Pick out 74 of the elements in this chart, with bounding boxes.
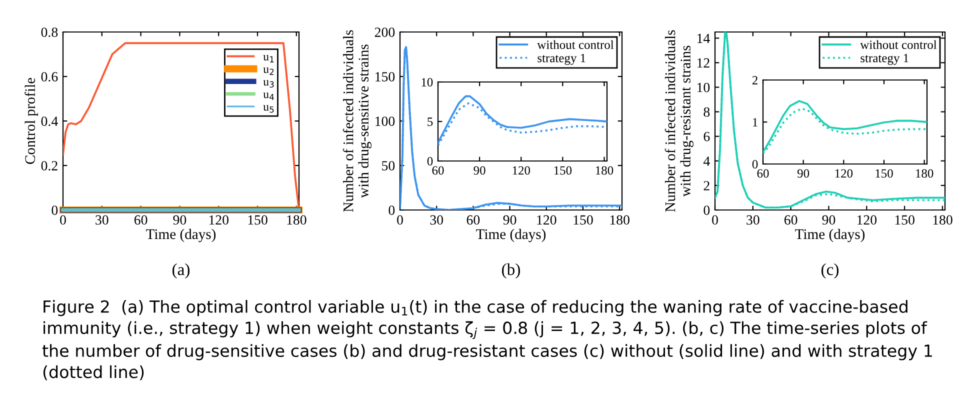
x-tick-label: 150 bbox=[574, 215, 593, 225]
legend-label: without control bbox=[537, 40, 614, 49]
x-tick-label: 120 bbox=[835, 169, 853, 178]
y-tick-label: 10 bbox=[697, 82, 710, 92]
y-tick-label: 0 bbox=[752, 160, 758, 168]
x-tick-label: 180 bbox=[287, 215, 306, 225]
x-tick-label: 60 bbox=[134, 215, 148, 225]
x-tick-label: 60 bbox=[757, 169, 769, 178]
legend-label: u$_{4}$ bbox=[263, 92, 274, 100]
y-tick-label: 8 bbox=[704, 107, 710, 117]
x-tick-label: 90 bbox=[173, 215, 186, 225]
y-axis-title: Control profile bbox=[24, 78, 38, 164]
text: (a) bbox=[172, 263, 190, 279]
x-tick-label: 30 bbox=[430, 215, 444, 225]
y-tick-label: 14 bbox=[697, 34, 710, 43]
x-tick-label: 90 bbox=[822, 215, 836, 225]
y-tick-label: 2 bbox=[704, 181, 710, 190]
legend-label: u$_{5}$ bbox=[263, 105, 274, 113]
x-tick-label: 30 bbox=[746, 215, 760, 225]
y-tick-label: 50 bbox=[382, 161, 395, 170]
x-tick-label: 120 bbox=[209, 215, 228, 225]
y-tick-label: 1 bbox=[752, 118, 758, 126]
y-tick-label: 12 bbox=[697, 58, 710, 68]
x-axis-title: Time (days) bbox=[146, 228, 216, 242]
x-tick-label: 150 bbox=[876, 169, 893, 178]
y-tick-label: 6 bbox=[704, 132, 710, 142]
x-tick-label: 180 bbox=[933, 215, 952, 225]
text: (c) bbox=[821, 263, 839, 279]
y-tick-label: 200 bbox=[374, 28, 395, 37]
legend-label: u$_{3}$ bbox=[263, 80, 274, 88]
y-tick-label: 10 bbox=[422, 78, 433, 86]
y-tick-label: 150 bbox=[376, 72, 395, 82]
x-tick-label: 180 bbox=[596, 166, 614, 175]
x-tick-label: 60 bbox=[784, 215, 798, 225]
x-tick-label: 150 bbox=[554, 166, 572, 175]
y-tick-label: 0 bbox=[427, 157, 433, 166]
legend-label: without control bbox=[860, 40, 937, 49]
x-axis-title: Time (days) bbox=[476, 228, 546, 242]
y-tick-label: 0.4 bbox=[41, 116, 58, 126]
y-axis-title: Number of infected individuals with drug-sensitive strains bbox=[342, 30, 372, 212]
y-tick-label: 0.6 bbox=[41, 72, 58, 82]
x-tick-label: 120 bbox=[512, 166, 530, 175]
x-tick-label: 60 bbox=[432, 166, 444, 175]
x-tick-label: 90 bbox=[797, 169, 810, 178]
x-tick-label: 0 bbox=[712, 215, 718, 225]
x-tick-label: 0 bbox=[60, 215, 66, 225]
y-tick-label: 0 bbox=[52, 206, 58, 215]
x-tick-label: 180 bbox=[610, 215, 630, 225]
y-axis-title: Number of infected individuals with drug-resistant strains bbox=[664, 30, 694, 212]
x-tick-label: 30 bbox=[96, 215, 108, 225]
caption: Figure 2 (a) The optimal control variable u$_{1}$(t) in the case of reducing the waning rate of vaccine-based immunity (i.e., strategy 1) when weight constants ζ$_{j}$ = 0.8 (j = 1, 2, 3, 4, 5). (b, c) The time-series plots of the number of drug-sensitive cases (b) and drug-resistant cases (c) without (solid line) and with strategy 1 (dotted line) bbox=[42, 300, 932, 380]
y-tick-label: 5 bbox=[428, 118, 433, 126]
y-tick-label: 0.8 bbox=[41, 28, 58, 38]
x-tick-label: 150 bbox=[895, 215, 914, 225]
y-tick-label: 0 bbox=[388, 206, 395, 215]
y-tick-label: 0.2 bbox=[41, 161, 58, 171]
legend-label: strategy 1 bbox=[860, 54, 908, 65]
x-tick-label: 150 bbox=[248, 215, 268, 225]
x-axis-title: Time (days) bbox=[795, 228, 865, 242]
text: (b) bbox=[502, 263, 520, 279]
legend-label: u$_{2}$ bbox=[263, 68, 274, 75]
x-tick-label: 90 bbox=[474, 166, 486, 175]
x-tick-label: 60 bbox=[466, 215, 480, 225]
legend-label: u$_{1}$ bbox=[263, 54, 274, 62]
x-tick-label: 90 bbox=[503, 215, 516, 225]
y-tick-label: 4 bbox=[703, 156, 710, 166]
y-tick-label: 100 bbox=[376, 116, 395, 126]
x-tick-label: 180 bbox=[916, 169, 934, 178]
legend-label: strategy 1 bbox=[538, 54, 586, 65]
y-tick-label: 0 bbox=[704, 206, 710, 215]
x-tick-label: 120 bbox=[857, 215, 877, 225]
x-tick-label: 120 bbox=[537, 215, 556, 225]
x-tick-label: 0 bbox=[397, 215, 403, 225]
y-tick-label: 2 bbox=[752, 76, 758, 84]
